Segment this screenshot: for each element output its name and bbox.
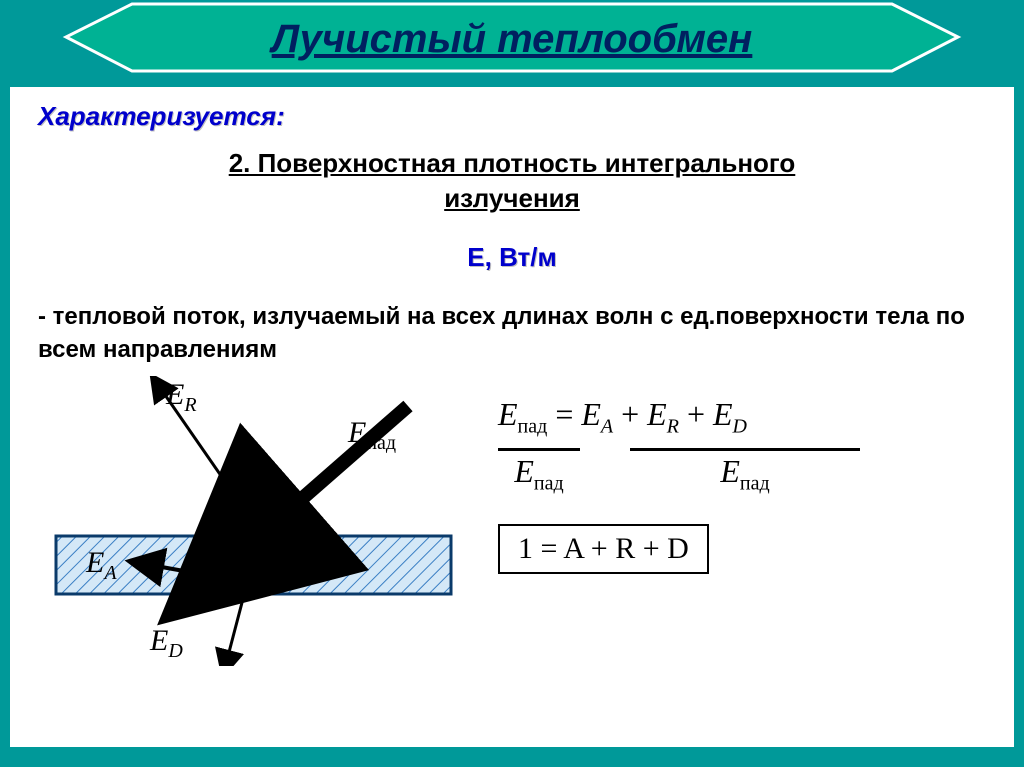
slide-title: Лучистый теплообмен <box>272 9 753 66</box>
boxed-equation: 1 = A + R + D <box>498 524 709 574</box>
frac-bar-right <box>630 448 860 451</box>
label-er: ER <box>166 378 197 417</box>
frac-bar-left <box>498 448 580 451</box>
energy-balance-eq: Епад = ЕА + ЕR + ЕD <box>498 396 986 438</box>
description-text: - тепловой поток, излучаемый на всех дли… <box>38 301 986 366</box>
formula-block: Епад = ЕА + ЕR + ЕD Епад Епад 1 = A + R <box>478 376 986 666</box>
subtitle-line1: 2. Поверхностная плотность интегрального <box>229 148 796 178</box>
subsection-title: 2. Поверхностная плотность интегрального… <box>38 146 986 216</box>
desc-dash: - <box>38 303 53 330</box>
label-epad: Епад <box>348 416 396 455</box>
fraction-right: Епад <box>630 446 860 495</box>
characterized-label: Характеризуется: <box>38 101 986 132</box>
diagram-svg <box>38 376 478 666</box>
fraction-row: Епад Епад <box>498 446 986 495</box>
lower-section: ER Епад ЕА ЕD Епад = ЕА + ЕR + ЕD <box>38 376 986 666</box>
desc-body: тепловой поток, излучаемый на всех длина… <box>38 303 965 362</box>
radiation-diagram: ER Епад ЕА ЕD <box>38 376 478 666</box>
subtitle-line2: излучения <box>444 183 580 213</box>
fraction-left: Епад <box>498 446 580 495</box>
label-ed: ЕD <box>150 624 183 663</box>
label-ea: ЕА <box>86 546 117 585</box>
slide-header: Лучистый теплообмен <box>0 0 1024 75</box>
content-panel: Характеризуется: 2. Поверхностная плотно… <box>10 87 1014 747</box>
unit-label: E, Вт/м <box>38 242 986 273</box>
